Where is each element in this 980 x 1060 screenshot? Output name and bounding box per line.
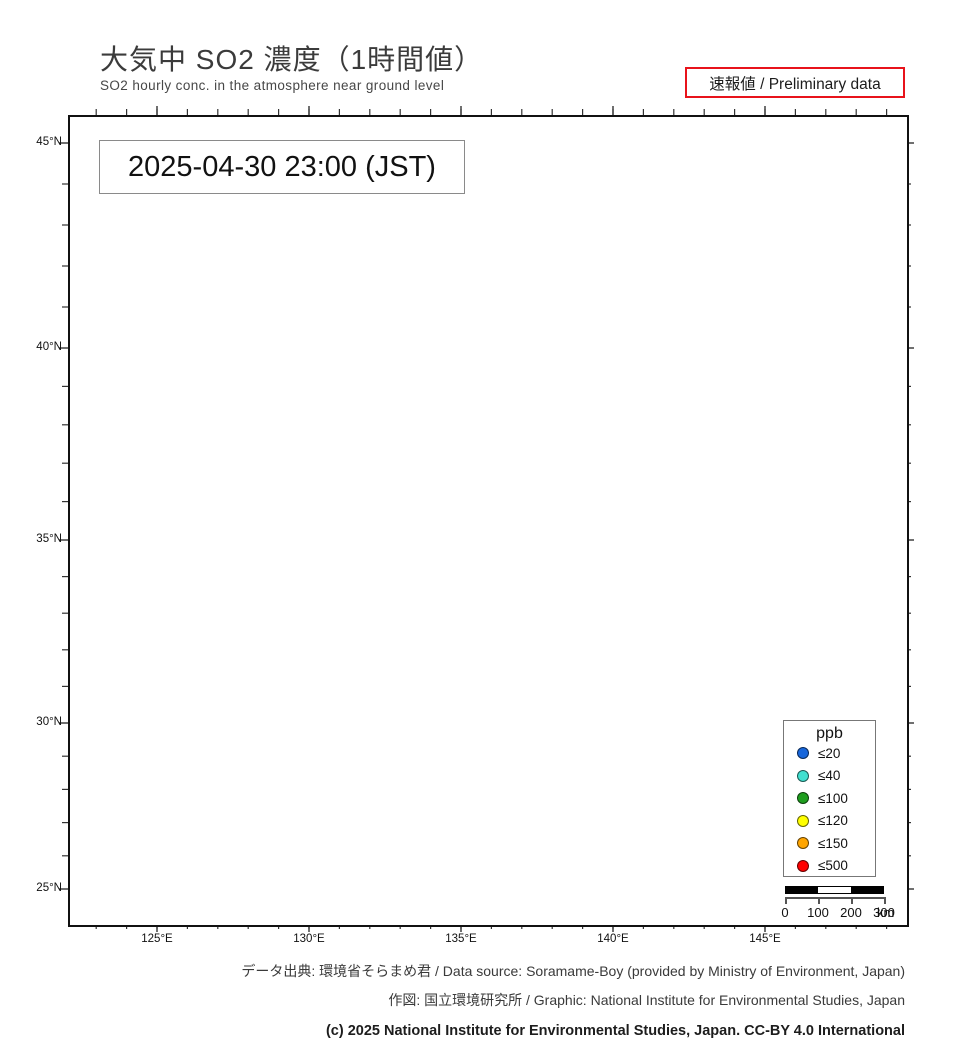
legend-color-dot [797,769,809,782]
lat-tick-label: 30°N [36,716,62,728]
page-title: 大気中 SO2 濃度（1時間値） [100,44,484,75]
legend-color-dot [797,837,809,850]
legend-item-label: ≤500 [818,858,848,874]
scale-tick [785,897,787,904]
legend-row: ≤20 [784,742,875,765]
legend-color-dot [797,747,809,760]
scale-bar: 0 100 200 300 km [781,886,905,922]
lat-tick-label: 45°N [36,136,62,148]
lon-tick-label: 140°E [597,933,629,945]
scale-tick-label: 300 [873,905,895,920]
preliminary-data-badge: 速報値 / Preliminary data [685,67,905,98]
scale-cell-black [850,887,883,893]
scale-bar-cells [785,886,884,894]
scale-tick-label: 100 [807,905,829,920]
legend-row: ≤500 [784,855,875,878]
legend-color-dot [797,792,809,805]
legend-item-label: ≤100 [818,790,848,806]
lat-tick-label: 25°N [36,882,62,894]
lat-tick-label: 35°N [36,533,62,545]
footer-graphic-credit: 作図: 国立環境研究所 / Graphic: National Institut… [388,992,905,1008]
map-frame [68,115,909,927]
lon-tick-label: 145°E [749,933,781,945]
lon-tick-label: 125°E [141,933,173,945]
scale-cell-black [786,887,819,893]
legend-color-dot [797,859,809,872]
lon-tick-label: 130°E [293,933,325,945]
legend: ppb ≤20 ≤40 ≤100 ≤120 ≤150 ≤500 [783,720,876,877]
legend-items: ≤20 ≤40 ≤100 ≤120 ≤150 ≤500 [784,742,875,877]
scale-cell-white [818,887,851,893]
timestamp-box: 2025-04-30 23:00 (JST) [99,140,465,194]
lon-tick-label: 135°E [445,933,477,945]
legend-row: ≤100 [784,787,875,810]
scale-bar-unit: km [877,905,895,920]
scale-tick [884,897,886,904]
scale-tick [851,897,853,904]
page-subtitle: SO2 hourly conc. in the atmosphere near … [100,78,445,93]
scale-tick-label: 0 [781,905,789,920]
legend-row: ≤40 [784,765,875,788]
legend-item-label: ≤120 [818,813,848,829]
legend-title: ppb [816,725,843,742]
legend-row: ≤150 [784,832,875,855]
legend-item-label: ≤20 [818,745,841,761]
footer-copyright: (c) 2025 National Institute for Environm… [325,1023,905,1039]
scale-bar-line [785,897,884,899]
legend-color-dot [797,814,809,827]
legend-item-label: ≤150 [818,835,848,851]
legend-item-label: ≤40 [818,768,841,784]
lat-tick-label: 40°N [36,341,62,353]
scale-tick-label: 200 [840,905,862,920]
scale-tick [818,897,820,904]
legend-row: ≤120 [784,810,875,833]
footer-data-source: データ出典: 環境省そらまめ君 / Data source: Soramame-… [241,963,905,979]
